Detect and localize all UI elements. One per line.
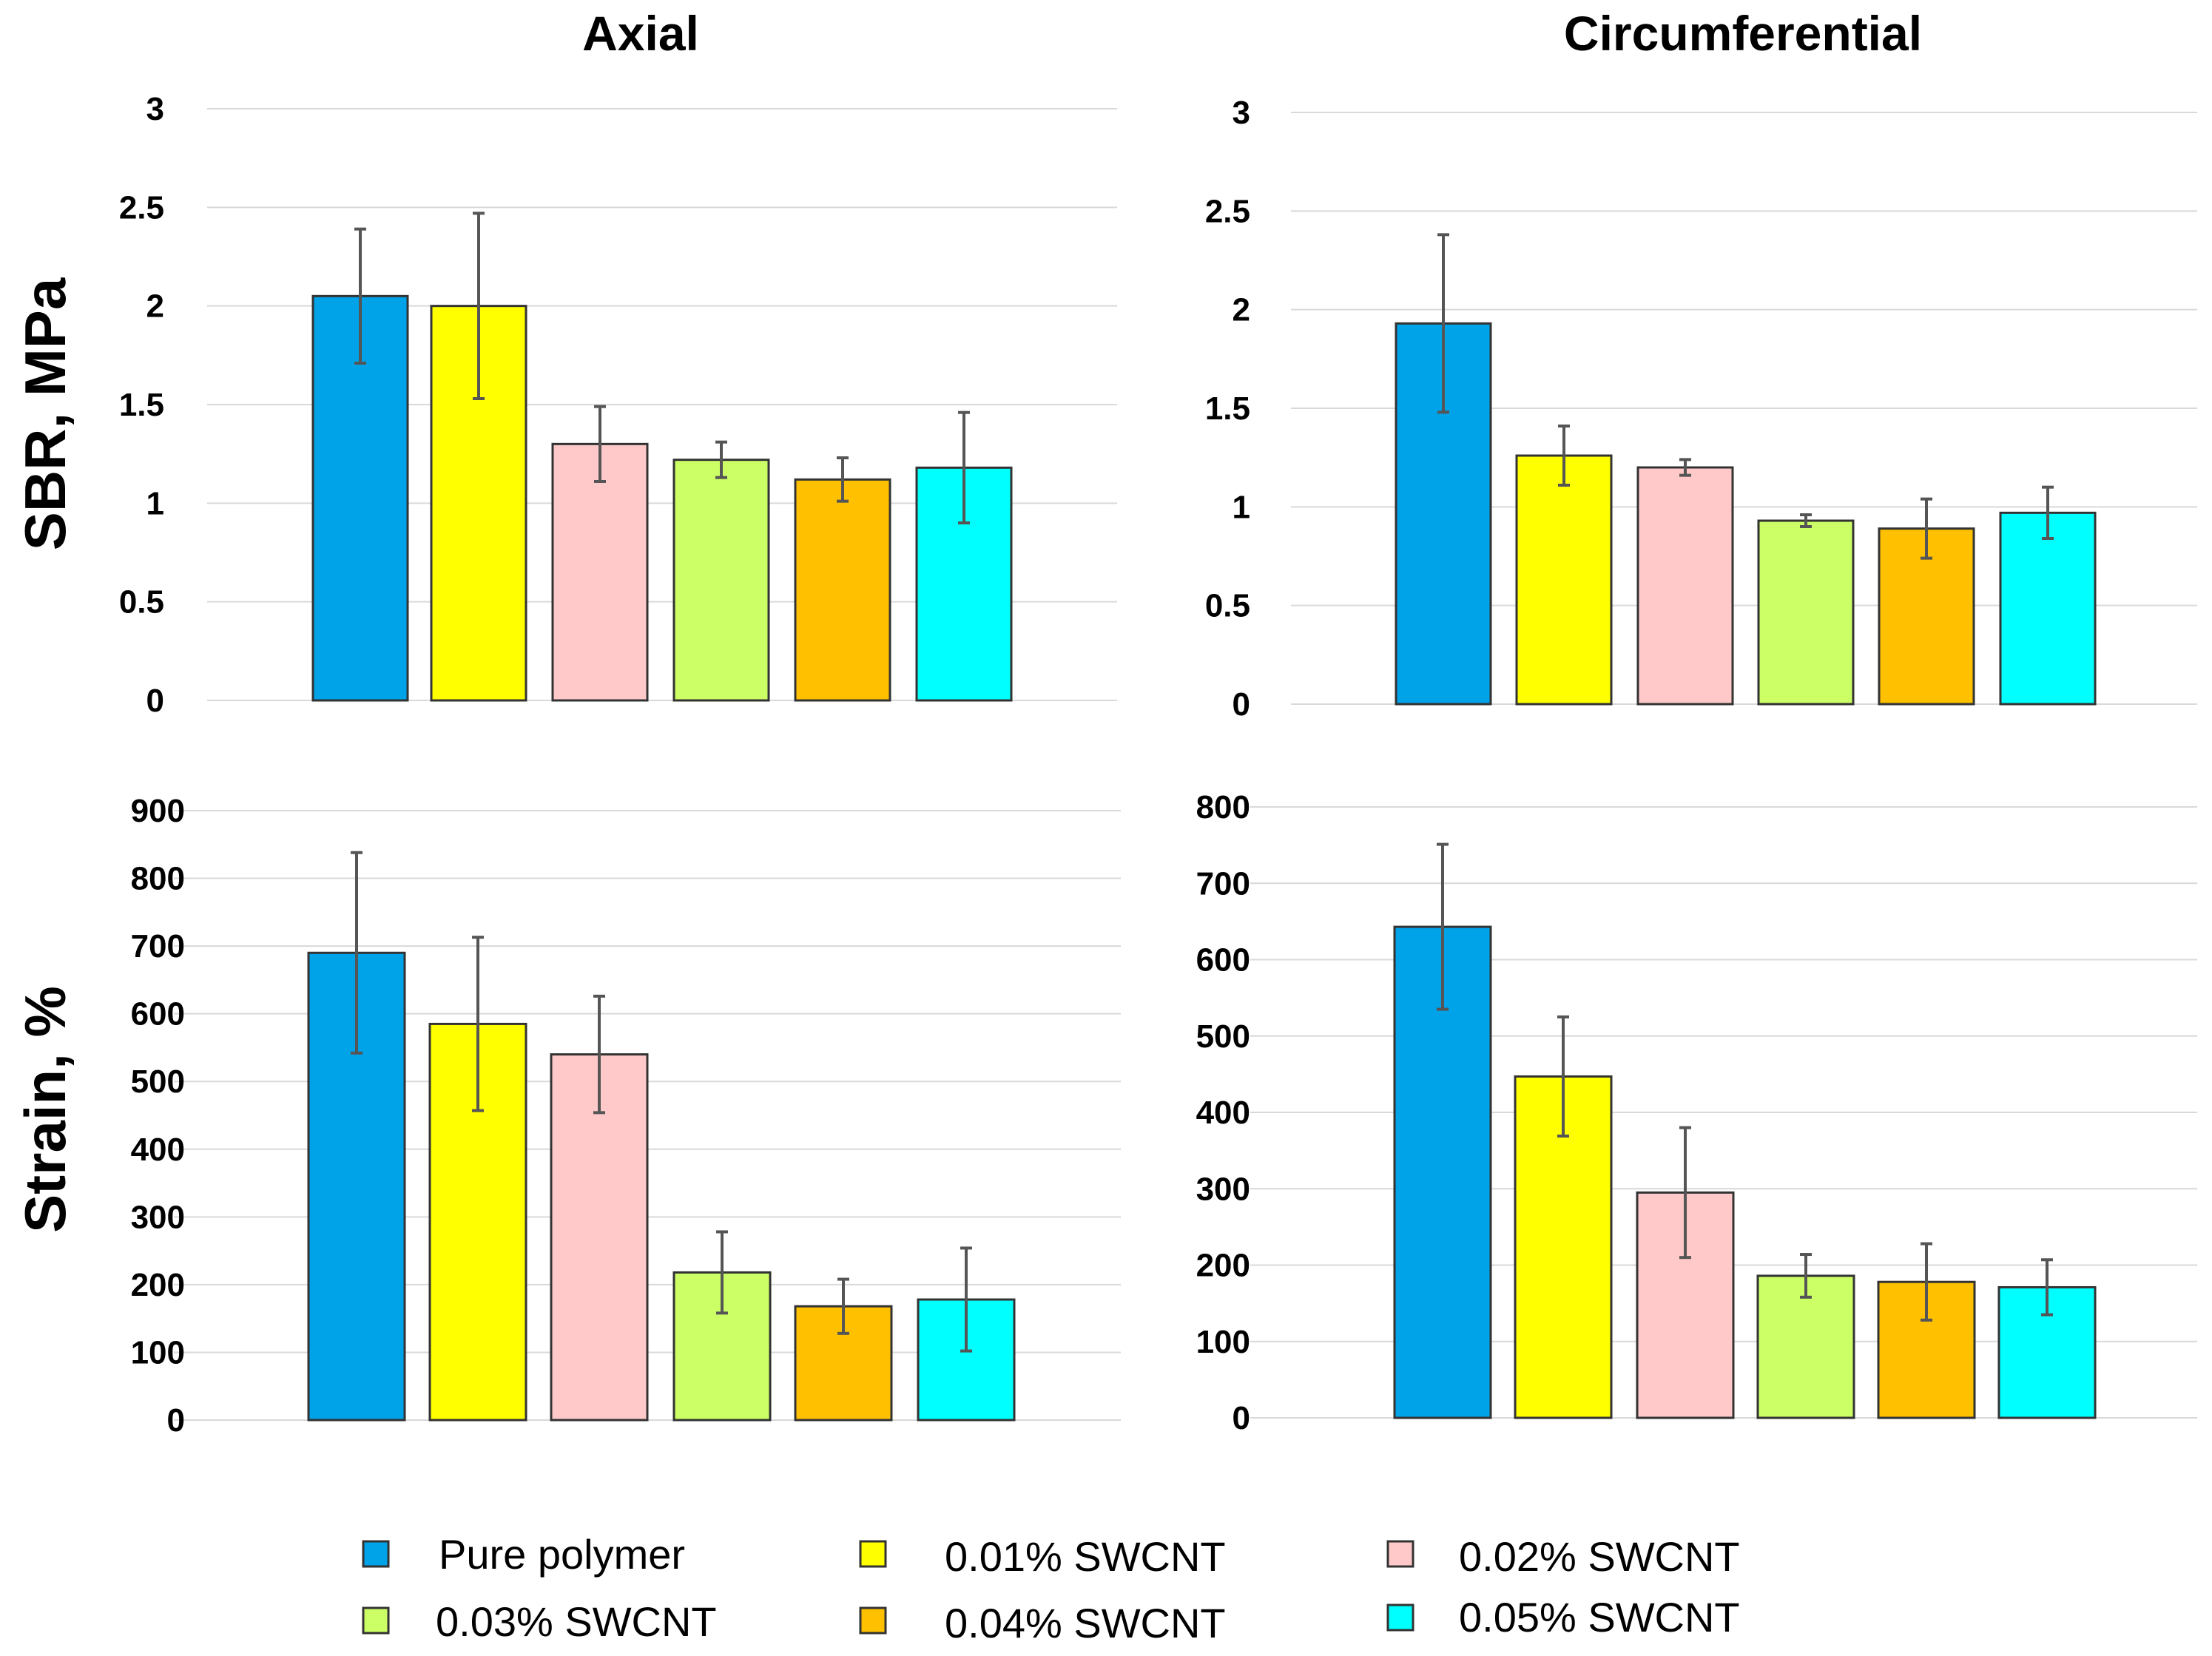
y-tick-label: 600	[131, 996, 185, 1033]
column-title-circumferential: Circumferential	[1564, 6, 1922, 61]
y-tick-label: 3	[146, 91, 164, 127]
y-tick-label: 2.5	[119, 189, 164, 226]
legend-label-pure-polymer: Pure polymer	[439, 1531, 685, 1578]
y-tick-label: 400	[1196, 1095, 1250, 1131]
legend-swatch-0-05-swcnt	[1386, 1603, 1414, 1632]
column-title-axial: Axial	[582, 6, 699, 61]
bar-0-01-swcnt	[1515, 454, 1613, 706]
y-tick-label: 2	[146, 288, 164, 325]
y-tick-label: 100	[1196, 1324, 1250, 1360]
y-tick-label: 800	[131, 861, 185, 897]
chart-panel-strain-circumferential: 0 100 200 300 400 500 600 700 800	[1196, 789, 2197, 1436]
y-tick-label: 700	[131, 928, 185, 964]
legend-swatch-0-02-swcnt	[1386, 1540, 1414, 1568]
y-tick-label: 1.5	[1205, 391, 1250, 427]
y-tick-label: 1	[1233, 489, 1250, 525]
y-tick-label: 1	[146, 485, 164, 521]
bar-0-03-swcnt	[1756, 1274, 1855, 1419]
y-tick-label: 2.5	[1205, 193, 1250, 229]
legend-label-0-01-swcnt: 0.01% SWCNT	[945, 1533, 1226, 1580]
y-tick-label: 400	[131, 1132, 185, 1168]
bar-0-02-swcnt	[551, 442, 649, 702]
legend-swatch-0-01-swcnt	[859, 1540, 887, 1568]
legend-swatch-pure-polymer	[362, 1540, 390, 1568]
y-tick-label: 200	[1196, 1248, 1250, 1284]
y-tick-label: 0.5	[1205, 588, 1250, 624]
y-tick-label: 0	[1233, 1400, 1250, 1436]
y-tick-label: 0	[1233, 686, 1250, 723]
y-tick-label: 2	[1233, 292, 1250, 328]
row-label-sbr: SBR, MPa	[13, 277, 78, 550]
y-tick-label: 300	[131, 1199, 185, 1235]
y-tick-label: 0.5	[119, 584, 164, 621]
y-tick-label: 600	[1196, 942, 1250, 979]
bar-0-04-swcnt	[794, 478, 891, 702]
bar-0-01-swcnt	[1514, 1075, 1613, 1419]
legend-label-0-03-swcnt: 0.03% SWCNT	[436, 1598, 717, 1645]
legend-label-0-05-swcnt: 0.05% SWCNT	[1459, 1594, 1740, 1640]
y-tick-label: 900	[131, 793, 185, 829]
y-tick-label: 500	[1196, 1018, 1250, 1055]
bar-0-03-swcnt	[1757, 519, 1855, 706]
y-tick-label: 300	[1196, 1171, 1250, 1207]
legend-swatch-0-04-swcnt	[859, 1606, 887, 1635]
y-tick-label: 0	[146, 683, 164, 719]
y-tick-label: 800	[1196, 789, 1250, 825]
y-tick-label: 200	[131, 1267, 185, 1303]
y-tick-label: 500	[131, 1064, 185, 1100]
bar-0-02-swcnt	[1636, 466, 1734, 706]
legend-swatch-0-03-swcnt	[362, 1606, 390, 1635]
legend: Pure polymer 0.01% SWCNT 0.02% SWCNT 0.0…	[362, 1531, 1740, 1646]
y-tick-label: 1.5	[119, 387, 164, 423]
chart-panel-strain-axial: 0 100 200 300 400 500 600 700 800 900	[131, 793, 1121, 1439]
legend-label-0-04-swcnt: 0.04% SWCNT	[945, 1600, 1226, 1646]
bar-0-05-swcnt	[1999, 511, 2097, 706]
chart-panel-sbr-circumferential: 0 0.5 1 1.5 2 2.5 3	[1205, 95, 2197, 723]
y-tick-label: 100	[131, 1334, 185, 1371]
chart-panel-sbr-axial: 0 0.5 1 1.5 2 2.5 3	[119, 91, 1117, 719]
y-tick-label: 0	[167, 1402, 185, 1439]
row-label-strain: Strain, %	[13, 986, 78, 1233]
y-tick-label: 700	[1196, 865, 1250, 902]
y-tick-label: 3	[1233, 95, 1250, 131]
bar-0-03-swcnt	[672, 459, 770, 702]
legend-label-0-02-swcnt: 0.02% SWCNT	[1459, 1533, 1740, 1580]
